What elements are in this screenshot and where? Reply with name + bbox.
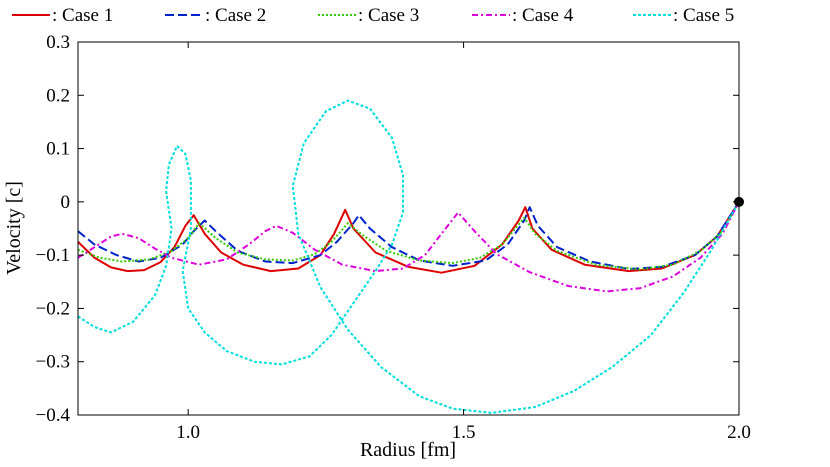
y-tick-label: −0.3 bbox=[36, 352, 70, 373]
series-line-case-3 bbox=[78, 201, 739, 271]
legend-label: : Case 3 bbox=[358, 5, 419, 26]
legend-label: : Case 1 bbox=[52, 5, 113, 26]
y-tick-label: 0.2 bbox=[46, 85, 70, 106]
axis-ticks: 1.0 1.5 2.0 0.3 0.2 0.1 0 −0.1 −0.2 −0.3 −0.4 bbox=[36, 32, 751, 443]
legend-item-case-2: : Case 2 bbox=[165, 5, 266, 26]
y-tick-label: 0.1 bbox=[46, 139, 70, 160]
legend-item-case-5: : Case 5 bbox=[633, 5, 734, 26]
legend-item-case-4: : Case 4 bbox=[472, 5, 574, 26]
series-layer bbox=[78, 99, 739, 414]
x-axis-label: Radius [fm] bbox=[360, 439, 456, 461]
legend: : Case 1 : Case 2 : Case 3 : Case 4 : Case 5 bbox=[12, 5, 734, 26]
series-line-case-2 bbox=[78, 201, 739, 270]
legend-item-case-3: : Case 3 bbox=[318, 5, 419, 26]
y-tick-label: 0.3 bbox=[46, 32, 70, 53]
legend-item-case-1: : Case 1 bbox=[12, 5, 113, 26]
plot-frame bbox=[77, 41, 740, 416]
y-tick-label: −0.2 bbox=[36, 298, 70, 319]
y-tick-label: −0.1 bbox=[36, 245, 70, 266]
legend-label: : Case 2 bbox=[205, 5, 266, 26]
end-point-marker bbox=[734, 196, 744, 207]
y-tick-label: −0.4 bbox=[36, 405, 71, 426]
x-tick-label: 1.5 bbox=[452, 422, 476, 443]
legend-label: : Case 5 bbox=[673, 5, 734, 26]
plot-area: 1.0 1.5 2.0 0.3 0.2 0.1 0 −0.1 −0.2 −0.3 −0.4 bbox=[36, 32, 751, 443]
y-tick-label: 0 bbox=[61, 192, 71, 213]
legend-label: : Case 4 bbox=[512, 5, 574, 26]
x-tick-label: 1.0 bbox=[176, 422, 200, 443]
marker-layer bbox=[734, 196, 744, 207]
series-line-case-1 bbox=[78, 201, 739, 274]
x-tick-label: 2.0 bbox=[727, 422, 751, 443]
series-line-case-4 bbox=[78, 201, 739, 293]
y-axis-label: Velocity [c] bbox=[3, 181, 25, 275]
series-line-case-5 bbox=[78, 99, 739, 414]
